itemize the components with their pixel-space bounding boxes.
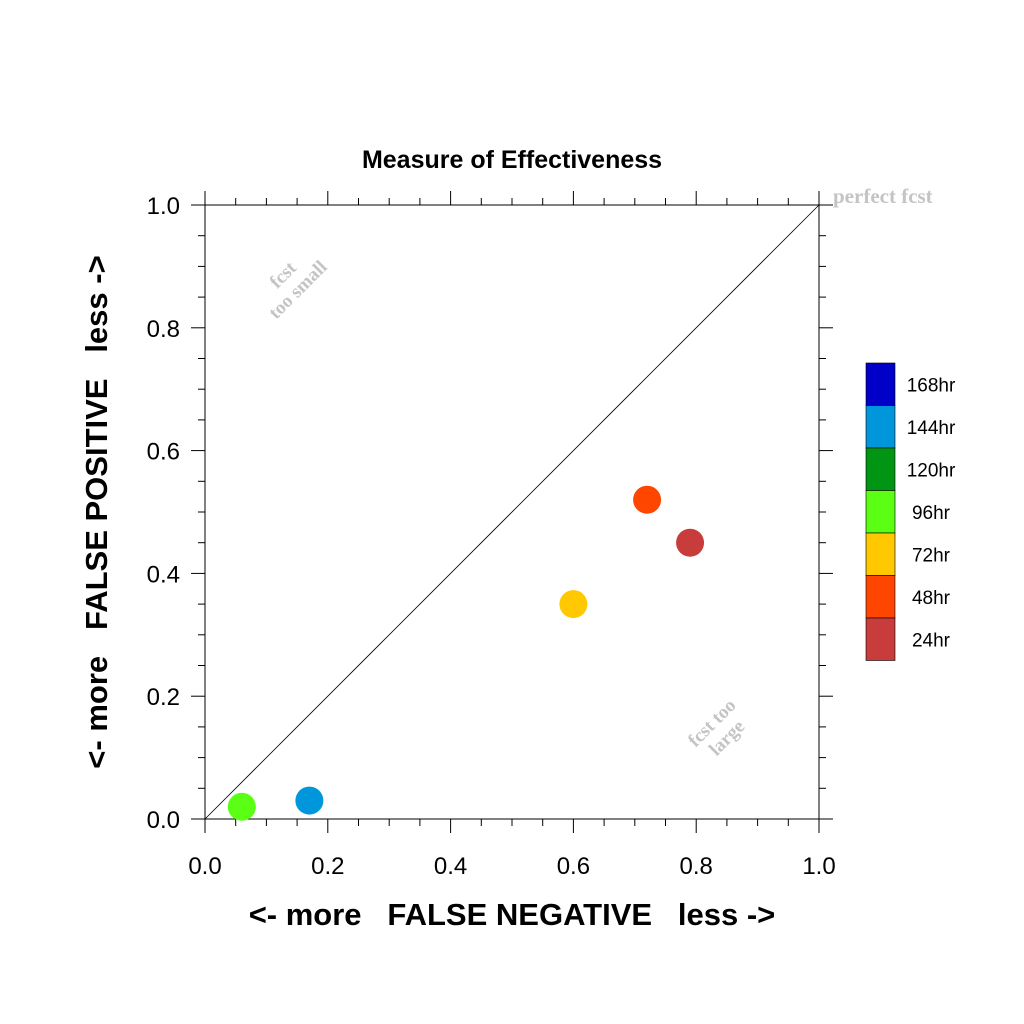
legend-label-48hr: 48hr	[912, 588, 951, 609]
legend-label-120hr: 120hr	[907, 460, 956, 481]
legend-swatch-120hr	[865, 447, 896, 491]
x-tick-labels: 0.0 0.2 0.4 0.6 0.8 1.0	[188, 853, 835, 880]
y-tick-label: 0.0	[147, 807, 180, 834]
y-tick-label: 0.2	[147, 684, 180, 711]
y-tick-label: 0.4	[147, 561, 180, 588]
legend-swatch-144hr	[865, 405, 896, 449]
legend-swatch-96hr	[865, 490, 896, 534]
y-tick-labels: 0.0 0.2 0.4 0.6 0.8 1.0	[147, 193, 180, 834]
legend-label-72hr: 72hr	[912, 545, 951, 566]
y-tick-label: 0.6	[147, 439, 180, 466]
x-tick-label: 0.8	[680, 853, 713, 880]
chart-title: Measure of Effectiveness	[362, 146, 662, 174]
x-tick-label: 0.6	[557, 853, 590, 880]
y-tick-label: 0.8	[147, 316, 180, 343]
perfect-forecast-annotation: perfect fcst	[833, 184, 933, 208]
too-large-annotation: fcst too large	[684, 695, 749, 760]
too-small-line2: too small	[265, 257, 332, 324]
x-tick-label: 0.0	[188, 853, 221, 880]
legend-swatch-24hr	[865, 617, 896, 661]
legend-swatch-72hr	[865, 532, 896, 576]
y-tick-label: 1.0	[147, 193, 180, 220]
point-144hr	[295, 786, 324, 815]
legend-swatch-168hr	[865, 362, 896, 406]
legend-label-24hr: 24hr	[912, 630, 951, 651]
point-96hr	[227, 792, 256, 821]
y-axis-label: <- more FALSE POSITIVE less ->	[79, 255, 114, 768]
legend-label-96hr: 96hr	[912, 503, 951, 524]
point-48hr	[633, 485, 662, 514]
axis-ticks	[191, 191, 833, 833]
x-tick-label: 0.2	[311, 853, 344, 880]
perfect-forecast-diagonal	[204, 204, 820, 820]
legend-swatch-48hr	[865, 575, 896, 619]
point-72hr	[559, 590, 588, 619]
legend-label-168hr: 168hr	[907, 375, 956, 396]
legend: 168hr 144hr 120hr 96hr 72hr 48hr 24hr	[865, 362, 956, 661]
x-tick-label: 1.0	[802, 853, 835, 880]
legend-label-144hr: 144hr	[907, 418, 956, 439]
x-axis-label: <- more FALSE NEGATIVE less ->	[249, 897, 776, 932]
data-points	[227, 485, 705, 821]
too-small-annotation: fcst too small	[265, 257, 332, 324]
x-tick-label: 0.4	[434, 853, 467, 880]
point-24hr	[676, 528, 705, 557]
